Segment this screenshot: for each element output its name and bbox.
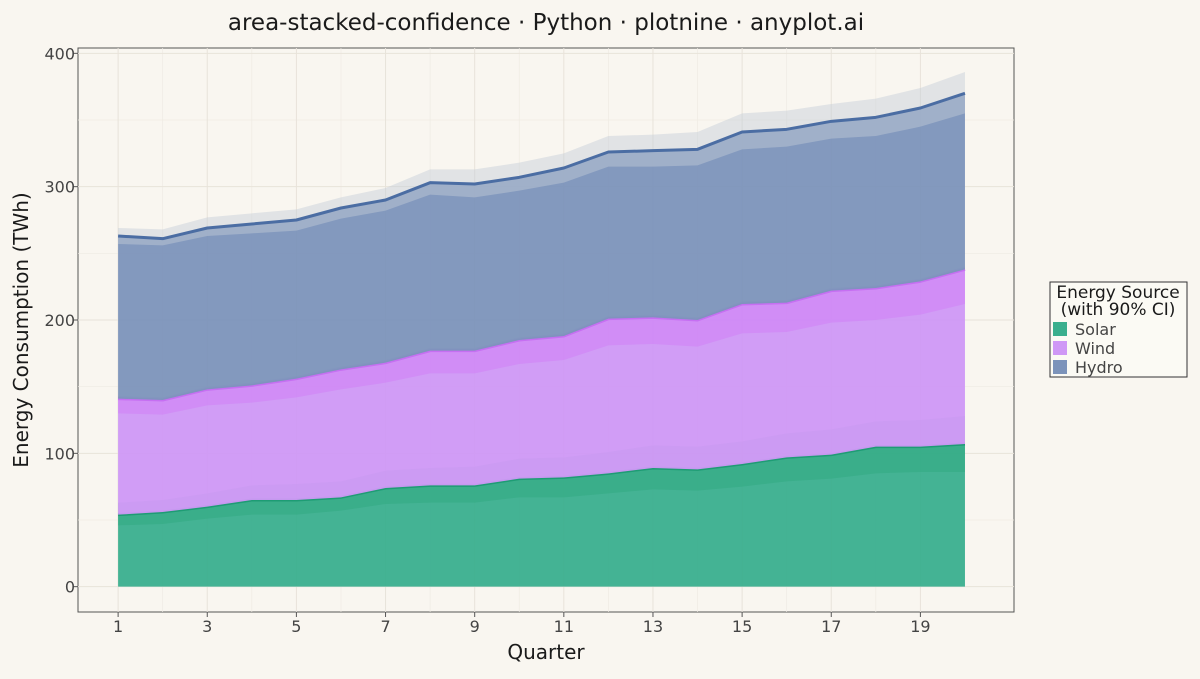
legend: Energy Source (with 90% CI) Solar Wind H… [1049,281,1188,378]
chart-title: area-stacked-confidence · Python · plotn… [228,10,864,36]
x-tick-label: 17 [821,617,841,636]
area-wind [118,269,965,515]
x-tick-label: 9 [470,617,480,636]
line-hydro [118,91,966,241]
x-tick-label: 11 [554,617,574,636]
area-solar [118,444,965,587]
x-tick-label: 1 [113,617,123,636]
y-tick-label: 100 [44,444,75,463]
y-tick-label: 400 [44,44,75,63]
x-tick-label: 13 [643,617,663,636]
y-axis-label: Energy Consumption (TWh) [9,192,33,467]
legend-title: Energy Source [1056,283,1179,303]
x-tick-label: 15 [732,617,752,636]
legend-label-hydro: Hydro [1075,358,1123,377]
x-tick-label: 7 [380,617,390,636]
y-tick-label: 0 [65,578,75,597]
x-tick-label: 19 [910,617,930,636]
y-tick-label: 300 [44,178,75,197]
stacked-areas [118,72,966,587]
x-axis-label: Quarter [507,640,585,664]
legend-label-wind: Wind [1075,339,1115,358]
x-tick-label: 5 [291,617,301,636]
legend-label-solar: Solar [1075,320,1116,339]
plot-panel [77,47,1015,613]
legend-swatch-solar [1053,322,1067,336]
ci-band-hydro [118,72,965,246]
legend-subtitle: (with 90% CI) [1061,300,1176,320]
y-tick-label: 200 [44,311,75,330]
legend-swatch-hydro [1053,360,1067,374]
legend-box [1049,281,1188,378]
area-hydro [118,93,965,400]
legend-swatch-wind [1053,341,1067,355]
x-tick-label: 3 [202,617,212,636]
